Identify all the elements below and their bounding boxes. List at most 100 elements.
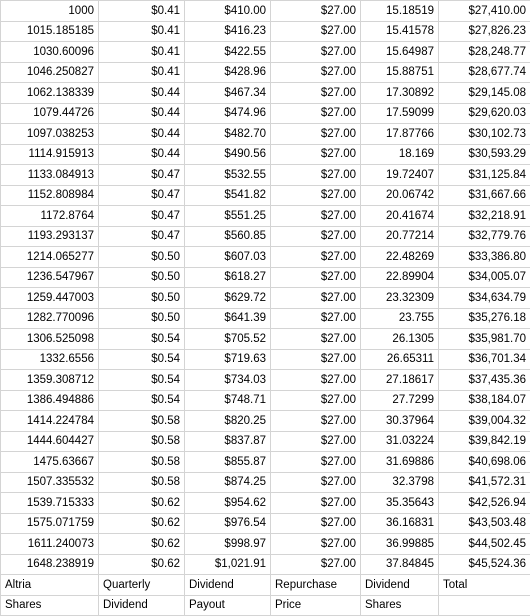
table-cell: $27.00	[271, 349, 361, 370]
table-cell: 26.65311	[361, 349, 439, 370]
table-cell: $641.39	[185, 308, 271, 329]
table-cell: $42,526.94	[439, 493, 530, 514]
table-cell: $467.34	[185, 83, 271, 104]
table-cell: $422.55	[185, 42, 271, 63]
table-cell: $27.00	[271, 83, 361, 104]
table-cell: $874.25	[185, 472, 271, 493]
table-row: 1214.065277$0.50$607.03$27.0022.48269$33…	[1, 247, 530, 268]
table-cell: $0.50	[99, 267, 185, 288]
table-cell: 23.755	[361, 308, 439, 329]
table-cell: $0.44	[99, 83, 185, 104]
table-cell: $27.00	[271, 103, 361, 124]
table-cell: 27.18617	[361, 370, 439, 391]
table-cell: 15.18519	[361, 1, 439, 22]
table-cell: 23.32309	[361, 288, 439, 309]
table-header-cell: Dividend	[99, 595, 185, 616]
table-cell: 15.41578	[361, 21, 439, 42]
table-cell: 37.84845	[361, 554, 439, 575]
table-cell: $35,981.70	[439, 329, 530, 350]
table-cell: $0.58	[99, 472, 185, 493]
table-cell: $0.58	[99, 452, 185, 473]
table-cell: 31.03224	[361, 431, 439, 452]
table-cell: 26.1305	[361, 329, 439, 350]
table-cell: $27.00	[271, 329, 361, 350]
table-cell: $27,826.23	[439, 21, 530, 42]
table-header-row: AltriaQuarterlyDividendRepurchaseDividen…	[1, 575, 530, 596]
table-cell: $428.96	[185, 62, 271, 83]
table-cell: 32.3798	[361, 472, 439, 493]
table-cell: 35.35643	[361, 493, 439, 514]
table-row: 1046.250827$0.41$428.96$27.0015.88751$28…	[1, 62, 530, 83]
table-cell: $31,125.84	[439, 165, 530, 186]
table-cell: $629.72	[185, 288, 271, 309]
table-cell: $0.62	[99, 493, 185, 514]
table-header-cell: Total	[439, 575, 530, 596]
table-cell: $0.41	[99, 42, 185, 63]
table-header-cell: Dividend	[361, 575, 439, 596]
table-cell: 20.41674	[361, 206, 439, 227]
table-row: 1386.494886$0.54$748.71$27.0027.7299$38,…	[1, 390, 530, 411]
table-cell: 1152.808984	[1, 185, 99, 206]
table-header-cell: Altria	[1, 575, 99, 596]
table-row: 1575.071759$0.62$976.54$27.0036.16831$43…	[1, 513, 530, 534]
table-cell: 1193.293137	[1, 226, 99, 247]
table-row: 1000$0.41$410.00$27.0015.18519$27,410.00	[1, 1, 530, 22]
table-cell: $0.44	[99, 103, 185, 124]
table-cell: 15.88751	[361, 62, 439, 83]
table-cell: 1444.604427	[1, 431, 99, 452]
table-cell: $27.00	[271, 165, 361, 186]
table-row: 1306.525098$0.54$705.52$27.0026.1305$35,…	[1, 329, 530, 350]
table-row: 1444.604427$0.58$837.87$27.0031.03224$39…	[1, 431, 530, 452]
table-cell: 1575.071759	[1, 513, 99, 534]
table-header-cell: Shares	[361, 595, 439, 616]
table-cell: 1133.084913	[1, 165, 99, 186]
table-cell: $855.87	[185, 452, 271, 473]
table-cell: 1114.915913	[1, 144, 99, 165]
table-cell: $28,248.77	[439, 42, 530, 63]
table-cell: 1046.250827	[1, 62, 99, 83]
table-cell: $0.50	[99, 308, 185, 329]
table-cell: $27.00	[271, 206, 361, 227]
table-cell: 1386.494886	[1, 390, 99, 411]
table-cell: 36.99885	[361, 534, 439, 555]
table-cell: 1097.038253	[1, 124, 99, 145]
table-cell: $705.52	[185, 329, 271, 350]
table-cell: 1000	[1, 1, 99, 22]
table-cell: $0.62	[99, 513, 185, 534]
table-cell: $35,276.18	[439, 308, 530, 329]
table-cell: $0.58	[99, 431, 185, 452]
table-row: 1282.770096$0.50$641.39$27.0023.755$35,2…	[1, 308, 530, 329]
table-cell: 30.37964	[361, 411, 439, 432]
table-cell: 1507.335532	[1, 472, 99, 493]
table-cell: 1214.065277	[1, 247, 99, 268]
table-cell: 1475.63667	[1, 452, 99, 473]
table-cell: $0.58	[99, 411, 185, 432]
table-cell: $27.00	[271, 288, 361, 309]
table-cell: $27.00	[271, 370, 361, 391]
table-cell: 27.7299	[361, 390, 439, 411]
table-cell: $0.47	[99, 206, 185, 227]
table-cell: $976.54	[185, 513, 271, 534]
table-cell: $0.62	[99, 534, 185, 555]
table-row: 1172.8764$0.47$551.25$27.0020.41674$32,2…	[1, 206, 530, 227]
table-cell: $0.50	[99, 247, 185, 268]
table-cell: 1259.447003	[1, 288, 99, 309]
table-cell: $27.00	[271, 411, 361, 432]
table-cell: $32,218.91	[439, 206, 530, 227]
table-cell: $27,410.00	[439, 1, 530, 22]
table-cell: $27.00	[271, 42, 361, 63]
table-row: 1236.547967$0.50$618.27$27.0022.89904$34…	[1, 267, 530, 288]
table-cell: $27.00	[271, 513, 361, 534]
table-cell: 1359.308712	[1, 370, 99, 391]
table-cell: $27.00	[271, 267, 361, 288]
table-cell: $31,667.66	[439, 185, 530, 206]
table-cell: 36.16831	[361, 513, 439, 534]
table-cell: $27.00	[271, 185, 361, 206]
table-cell: $0.47	[99, 226, 185, 247]
table-row: 1359.308712$0.54$734.03$27.0027.18617$37…	[1, 370, 530, 391]
table-cell: 1282.770096	[1, 308, 99, 329]
table-cell: $541.82	[185, 185, 271, 206]
table-cell: 20.77214	[361, 226, 439, 247]
table-cell: $27.00	[271, 472, 361, 493]
table-cell: $551.25	[185, 206, 271, 227]
